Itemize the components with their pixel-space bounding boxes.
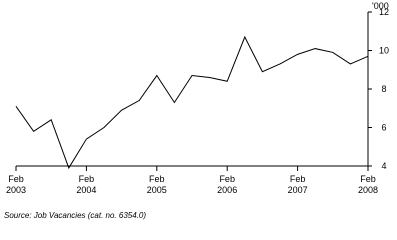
- x-tick-label: Feb 2006: [217, 174, 237, 195]
- x-tick-label: Feb 2003: [6, 174, 26, 195]
- y-tick-label: 8: [381, 84, 386, 94]
- y-tick-label: 6: [381, 123, 386, 133]
- y-tick-label: 10: [379, 46, 389, 56]
- y-tick-label: 4: [381, 161, 386, 171]
- source-note: Source: Job Vacancies (cat. no. 6354.0): [4, 211, 146, 220]
- x-tick-label: Feb 2004: [76, 174, 96, 195]
- y-tick-label: 12: [379, 7, 389, 17]
- x-tick-label: Feb 2007: [288, 174, 308, 195]
- x-tick-label: Feb 2005: [147, 174, 167, 195]
- chart: '000 Source: Job Vacancies (cat. no. 635…: [4, 1, 389, 220]
- y-axis-unit: '000: [372, 1, 389, 11]
- x-tick-label: Feb 2008: [358, 174, 378, 195]
- data-line: [15, 35, 369, 170]
